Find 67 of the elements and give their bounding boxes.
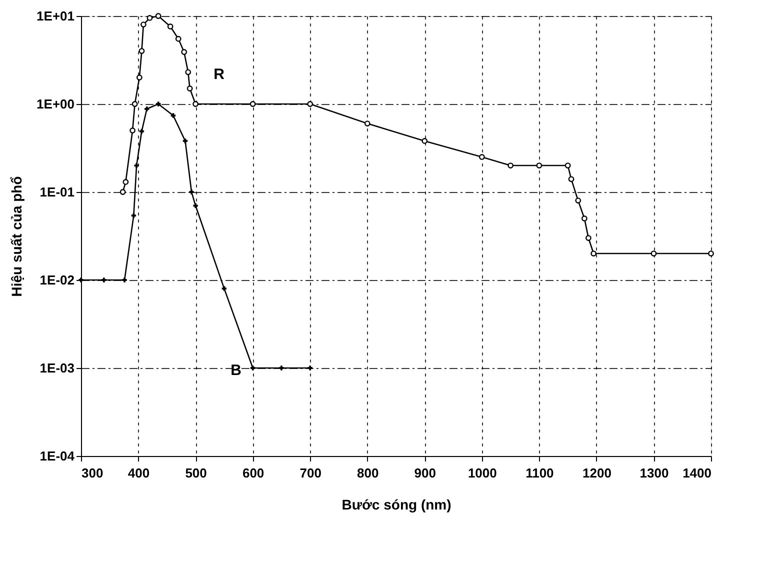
point [650, 250, 657, 256]
point [364, 120, 370, 126]
x-tick-label: 500 [185, 466, 207, 480]
point [122, 278, 127, 282]
x-tick-label: 600 [242, 466, 264, 480]
point [146, 15, 153, 21]
point [156, 102, 161, 106]
point [508, 162, 514, 168]
point [122, 179, 129, 185]
point [250, 101, 256, 107]
point [181, 49, 188, 55]
y-tick-label: 1E+01 [36, 8, 74, 24]
point [155, 13, 162, 19]
x-axis-title: Bước sóng (nm) [342, 496, 452, 512]
point [182, 138, 188, 144]
point [568, 176, 574, 182]
point [708, 250, 714, 256]
point [536, 162, 542, 168]
point [130, 128, 136, 134]
x-tick-label: 1100 [526, 466, 554, 480]
x-tick-label: 300 [82, 466, 104, 480]
point [422, 138, 428, 144]
x-tick-label: 400 [128, 466, 150, 480]
x-tick-label: 1200 [582, 466, 612, 480]
point [575, 198, 582, 204]
point [134, 163, 139, 168]
point [193, 203, 198, 208]
point [564, 162, 571, 168]
point [138, 48, 145, 54]
point [250, 366, 256, 370]
x-tick-label: 1400 [682, 466, 712, 480]
y-tick-label: 1E-04 [40, 448, 76, 464]
point [192, 101, 198, 107]
y-tick-label: 1E-02 [40, 272, 74, 288]
point [78, 278, 84, 282]
point [308, 366, 312, 370]
point [585, 235, 592, 241]
point [136, 74, 142, 80]
point [307, 101, 314, 107]
y-axis-title: Hiệu suất của phổ [8, 176, 25, 297]
point [478, 154, 485, 160]
x-tick-label: 800 [357, 466, 379, 480]
x-tick-label: 900 [414, 466, 436, 480]
point [167, 24, 174, 30]
x-tick-label: 1300 [640, 466, 669, 480]
point [102, 278, 106, 282]
point [279, 366, 284, 370]
point [132, 101, 138, 107]
point [186, 86, 193, 92]
point [590, 250, 597, 256]
point [189, 190, 194, 194]
point [131, 213, 136, 218]
x-tick-label: 1000 [468, 466, 497, 480]
y-tick-label: 1E-01 [40, 184, 74, 200]
point [144, 106, 150, 112]
annotation: B [230, 362, 242, 379]
y-tick-label: 1E-03 [40, 360, 74, 376]
point [120, 189, 126, 195]
annotation: R [214, 66, 225, 83]
x-tick-label: 700 [300, 466, 322, 480]
point [175, 36, 182, 42]
point [170, 113, 176, 118]
point [222, 286, 227, 291]
point [185, 69, 192, 76]
point [581, 216, 588, 222]
y-tick-label: 1E+00 [36, 96, 74, 112]
point [140, 22, 146, 28]
